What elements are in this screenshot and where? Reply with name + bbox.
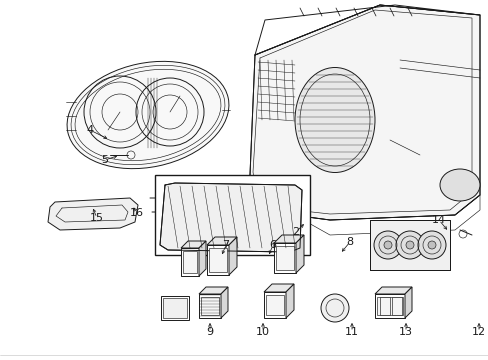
Text: 14: 14 bbox=[431, 215, 445, 225]
Text: 8: 8 bbox=[346, 237, 353, 247]
Polygon shape bbox=[181, 248, 199, 276]
Polygon shape bbox=[264, 292, 285, 318]
Polygon shape bbox=[228, 237, 237, 275]
Text: 12: 12 bbox=[471, 327, 485, 337]
Circle shape bbox=[405, 241, 413, 249]
Bar bbox=[201, 297, 219, 315]
Bar bbox=[379, 297, 389, 315]
Polygon shape bbox=[206, 237, 237, 245]
Circle shape bbox=[383, 241, 391, 249]
Circle shape bbox=[427, 241, 435, 249]
Polygon shape bbox=[295, 235, 304, 273]
Text: 10: 10 bbox=[256, 327, 269, 337]
Circle shape bbox=[395, 231, 423, 259]
Bar bbox=[183, 251, 197, 273]
Text: 6: 6 bbox=[269, 240, 276, 250]
Text: 4: 4 bbox=[86, 125, 93, 135]
Polygon shape bbox=[249, 5, 479, 220]
Polygon shape bbox=[160, 183, 302, 252]
Polygon shape bbox=[199, 294, 221, 318]
Bar bbox=[391, 297, 401, 315]
Text: 7: 7 bbox=[222, 240, 229, 250]
Circle shape bbox=[417, 231, 445, 259]
Bar bbox=[376, 297, 402, 315]
Polygon shape bbox=[374, 294, 404, 318]
Text: 16: 16 bbox=[130, 208, 143, 218]
Bar bbox=[155, 175, 309, 255]
Circle shape bbox=[320, 294, 348, 322]
Polygon shape bbox=[273, 243, 295, 273]
Polygon shape bbox=[206, 245, 228, 275]
Circle shape bbox=[373, 231, 401, 259]
Ellipse shape bbox=[67, 61, 228, 168]
Bar bbox=[163, 298, 186, 318]
Polygon shape bbox=[273, 235, 304, 243]
Text: 15: 15 bbox=[90, 213, 104, 223]
Polygon shape bbox=[199, 287, 227, 294]
Text: 2: 2 bbox=[292, 227, 299, 237]
Polygon shape bbox=[264, 284, 293, 292]
Ellipse shape bbox=[439, 169, 479, 201]
Bar bbox=[369, 220, 449, 270]
Text: 13: 13 bbox=[398, 327, 412, 337]
Polygon shape bbox=[374, 287, 411, 294]
Bar bbox=[265, 295, 284, 315]
Polygon shape bbox=[161, 296, 189, 320]
Polygon shape bbox=[199, 241, 205, 276]
Polygon shape bbox=[181, 241, 205, 248]
Polygon shape bbox=[404, 287, 411, 318]
Text: 9: 9 bbox=[206, 327, 213, 337]
Bar bbox=[208, 248, 226, 272]
Ellipse shape bbox=[294, 68, 374, 172]
Bar bbox=[275, 246, 293, 270]
Polygon shape bbox=[285, 284, 293, 318]
Text: 11: 11 bbox=[345, 327, 358, 337]
Polygon shape bbox=[221, 287, 227, 318]
Polygon shape bbox=[48, 198, 138, 230]
Polygon shape bbox=[369, 220, 449, 270]
Text: 5: 5 bbox=[102, 155, 108, 165]
